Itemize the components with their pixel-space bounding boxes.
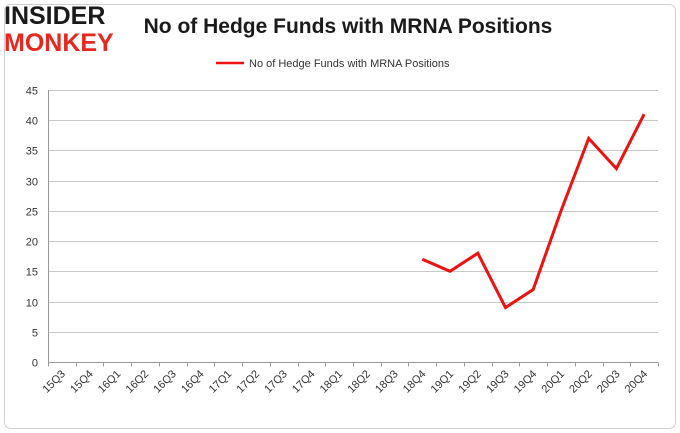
gridlines xyxy=(48,90,658,333)
x-tick-label: 18Q1 xyxy=(318,368,346,396)
y-tick-label: 20 xyxy=(26,237,38,249)
x-tick-label: 16Q1 xyxy=(96,368,124,396)
insider-monkey-logo: INSIDER MONKEY xyxy=(4,4,128,56)
x-tick-label: 19Q3 xyxy=(484,368,512,396)
axes xyxy=(48,90,659,367)
x-tick-label: 17Q1 xyxy=(207,368,235,396)
x-tick-label: 17Q2 xyxy=(235,368,263,396)
legend-label: No of Hedge Funds with MRNA Positions xyxy=(249,58,450,70)
y-tick-labels: 0 5 10 15 20 25 30 35 40 45 xyxy=(26,86,38,370)
x-tick-label: 17Q3 xyxy=(262,368,290,396)
series-line-0 xyxy=(421,113,646,310)
y-tick-label: 35 xyxy=(26,146,38,158)
x-tick-label: 20Q3 xyxy=(595,368,623,396)
x-tick-label: 19Q4 xyxy=(512,368,540,396)
x-tick-label: 20Q1 xyxy=(540,368,568,396)
y-tick-label: 10 xyxy=(26,298,38,310)
y-tick-label: 5 xyxy=(32,328,38,340)
y-tick-label: 25 xyxy=(26,207,38,219)
x-tick-label: 16Q4 xyxy=(179,368,207,396)
x-tick-label: 17Q4 xyxy=(290,368,318,396)
y-tick-label: 0 xyxy=(32,358,38,370)
chart-title: No of Hedge Funds with MRNA Positions xyxy=(143,15,553,38)
x-tick-label: 15Q3 xyxy=(40,368,68,396)
x-tick-label: 19Q1 xyxy=(429,368,457,396)
x-tick-labels: 15Q3 15Q4 16Q1 16Q2 16Q3 16Q4 17Q1 17Q2 17Q3 17Q4… xyxy=(40,368,650,396)
x-tick-label: 16Q2 xyxy=(124,368,152,396)
y-tick-label: 40 xyxy=(26,116,38,128)
x-tick-label: 18Q4 xyxy=(401,368,429,396)
chart-border xyxy=(4,4,676,429)
logo-line-2: MONKEY xyxy=(4,29,114,57)
x-tick-label: 15Q4 xyxy=(68,368,96,396)
x-tick-label: 20Q4 xyxy=(623,368,651,396)
logo-line-1: INSIDER xyxy=(4,2,106,30)
y-tick-label: 15 xyxy=(26,267,38,279)
series-lines xyxy=(421,113,646,310)
x-tick-label: 20Q2 xyxy=(567,368,595,396)
x-tick-label: 16Q3 xyxy=(151,368,179,396)
y-tick-label: 45 xyxy=(26,86,38,98)
x-tick-label: 18Q3 xyxy=(373,368,401,396)
y-tick-label: 30 xyxy=(26,177,38,189)
x-tick-label: 19Q2 xyxy=(456,368,484,396)
legend: No of Hedge Funds with MRNA Positions xyxy=(216,58,450,70)
x-tick-label: 18Q2 xyxy=(345,368,373,396)
